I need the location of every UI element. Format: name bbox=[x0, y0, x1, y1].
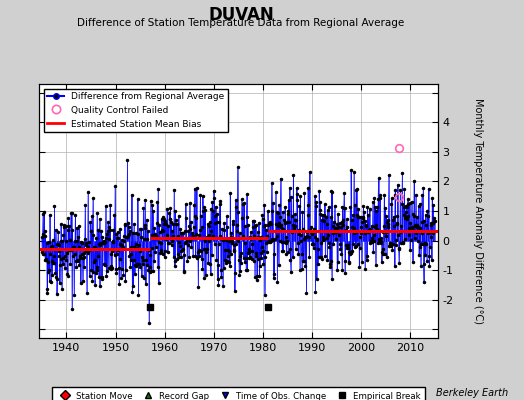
Text: Difference of Station Temperature Data from Regional Average: Difference of Station Temperature Data f… bbox=[78, 18, 405, 28]
Legend: Station Move, Record Gap, Time of Obs. Change, Empirical Break: Station Move, Record Gap, Time of Obs. C… bbox=[52, 387, 425, 400]
Y-axis label: Monthly Temperature Anomaly Difference (°C): Monthly Temperature Anomaly Difference (… bbox=[473, 98, 483, 324]
Text: DUVAN: DUVAN bbox=[208, 6, 274, 24]
Text: Berkeley Earth: Berkeley Earth bbox=[436, 388, 508, 398]
